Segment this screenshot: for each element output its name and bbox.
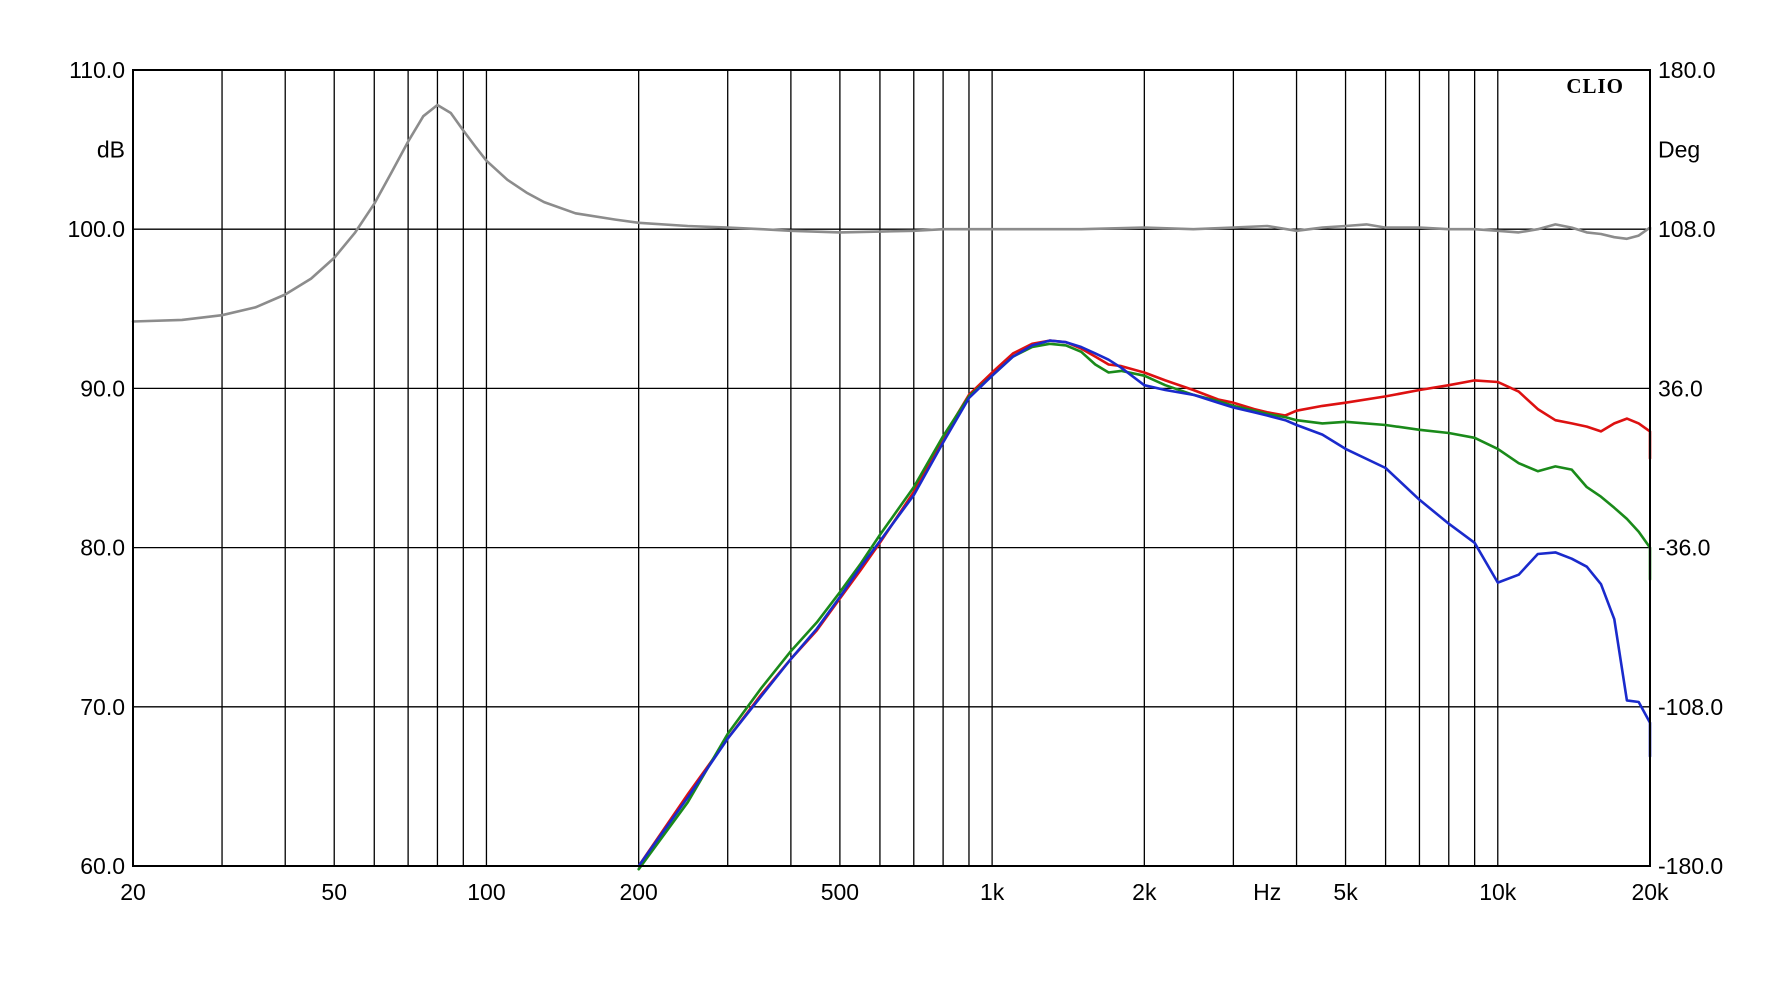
series-layer: [131, 103, 1652, 871]
right-axis-unit: Deg: [1658, 137, 1700, 163]
left-tick-label: 80.0: [80, 535, 125, 561]
vertical-grid: [132, 70, 1651, 866]
right-tick-label: -180.0: [1658, 853, 1723, 879]
x-tick-label: 1k: [980, 879, 1005, 905]
series-line-4: [637, 339, 1652, 868]
right-tick-label: -108.0: [1658, 694, 1723, 720]
x-tick-label: 100: [467, 879, 505, 905]
left-tick-label: 60.0: [80, 853, 125, 879]
x-tick-label: 20: [120, 879, 146, 905]
left-tick-label: 110.0: [69, 57, 125, 83]
x-axis-tick-labels: 20 50 100 200 500 1k 2k 5k 10k 20k: [120, 879, 1669, 905]
x-tick-label: 5k: [1333, 879, 1358, 905]
right-tick-label: 108.0: [1658, 216, 1716, 242]
left-tick-label: 100.0: [67, 216, 125, 242]
series-line-1: [131, 103, 1652, 323]
x-axis-unit: Hz: [1253, 879, 1281, 905]
left-tick-label: 90.0: [80, 375, 125, 401]
left-axis-tick-labels: 110.0 100.0 90.0 80.0 70.0 60.0: [67, 57, 125, 879]
plot-frame: [132, 69, 1651, 867]
clio-brand-label: CLIO: [1566, 74, 1624, 98]
series-line-3: [637, 342, 1652, 871]
x-tick-label: 50: [321, 879, 347, 905]
left-axis-unit: dB: [97, 137, 125, 163]
right-tick-label: 36.0: [1658, 375, 1703, 401]
right-axis-tick-labels: 180.0 108.0 36.0 -36.0 -108.0 -180.0: [1658, 57, 1723, 879]
x-tick-label: 10k: [1479, 879, 1517, 905]
left-tick-label: 70.0: [80, 694, 125, 720]
x-tick-label: 500: [821, 879, 859, 905]
right-tick-label: -36.0: [1658, 535, 1710, 561]
x-tick-label: 2k: [1132, 879, 1157, 905]
x-tick-label: 200: [619, 879, 657, 905]
x-tick-label: 20k: [1631, 879, 1669, 905]
right-tick-label: 180.0: [1658, 57, 1716, 83]
